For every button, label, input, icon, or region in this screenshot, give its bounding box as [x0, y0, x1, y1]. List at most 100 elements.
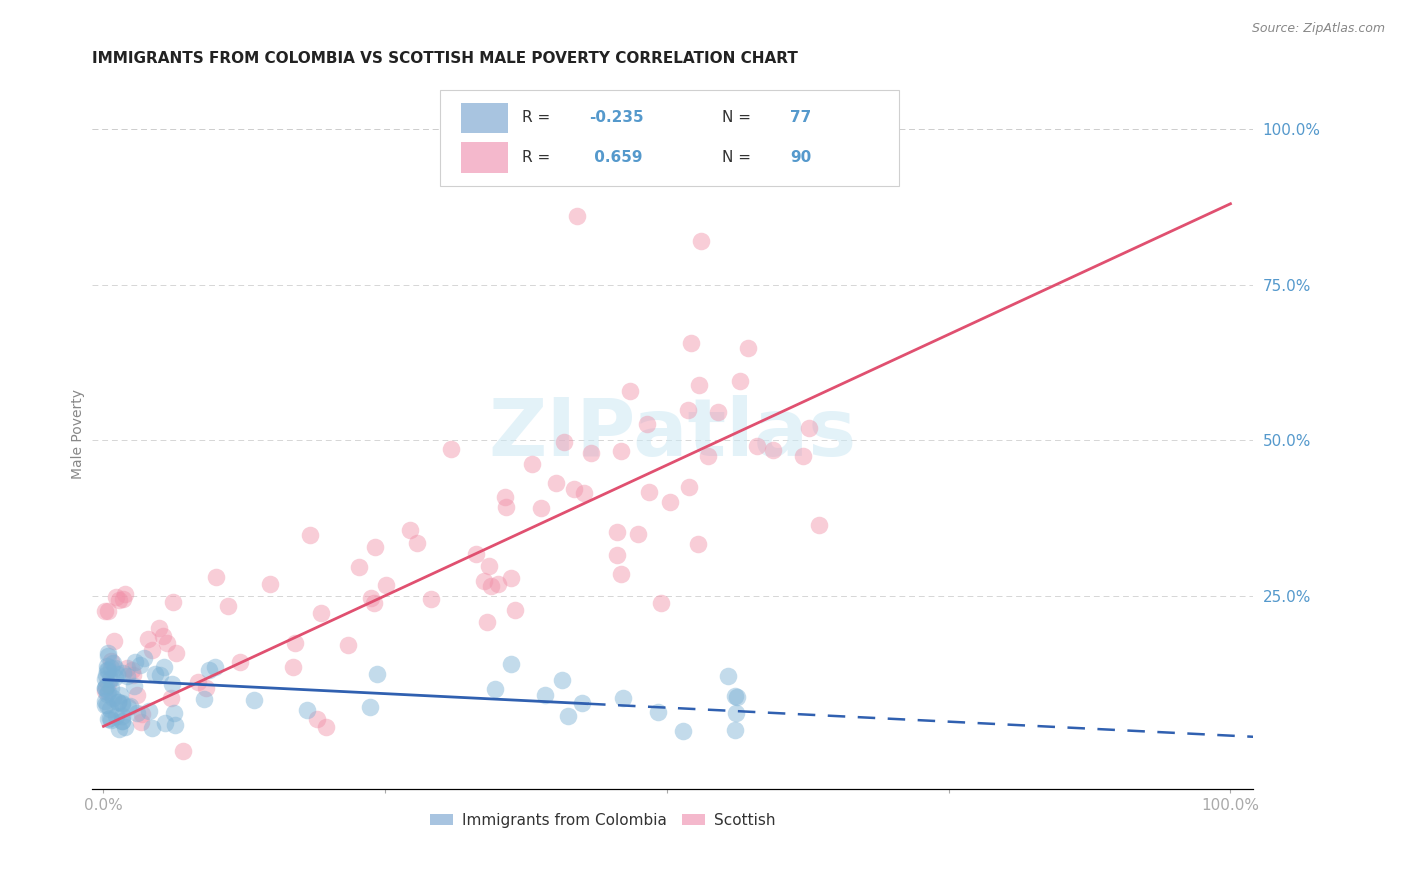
Point: [117, 700, 139, 714]
Point: [797, 421, 820, 435]
Text: 0.659: 0.659: [589, 150, 643, 165]
Point: [160, 691, 183, 706]
Point: [97, 648, 120, 663]
Point: [678, 403, 700, 417]
Point: [706, 405, 728, 419]
Point: [259, 576, 281, 591]
Point: [315, 720, 337, 734]
Point: [163, 718, 186, 732]
Point: [299, 527, 322, 541]
Point: [141, 643, 163, 657]
Point: [606, 525, 628, 540]
Point: [104, 660, 127, 674]
Point: [565, 209, 588, 223]
Point: [120, 698, 142, 713]
Point: [360, 591, 382, 606]
Point: [94, 668, 117, 682]
Point: [284, 635, 307, 649]
Point: [93, 693, 115, 707]
Point: [627, 527, 650, 541]
Point: [156, 635, 179, 649]
FancyBboxPatch shape: [461, 143, 508, 173]
Point: [122, 668, 145, 682]
Point: [439, 442, 461, 456]
Point: [96, 646, 118, 660]
Point: [141, 721, 163, 735]
Point: [97, 676, 120, 690]
Point: [107, 695, 129, 709]
Point: [484, 682, 506, 697]
Point: [792, 449, 814, 463]
Point: [105, 666, 128, 681]
Point: [131, 706, 153, 721]
Point: [243, 693, 266, 707]
Point: [295, 703, 318, 717]
Point: [486, 577, 509, 591]
Point: [96, 687, 118, 701]
Point: [101, 656, 124, 670]
Point: [495, 500, 517, 515]
Point: [122, 679, 145, 693]
Point: [610, 443, 633, 458]
Point: [96, 659, 118, 673]
Point: [606, 548, 628, 562]
Point: [97, 663, 120, 677]
Text: ZIPatlas: ZIPatlas: [488, 395, 856, 473]
Point: [619, 384, 641, 398]
Point: [363, 596, 385, 610]
Point: [111, 714, 134, 729]
Point: [612, 690, 634, 705]
Point: [96, 663, 118, 677]
Point: [363, 540, 385, 554]
Point: [114, 587, 136, 601]
Point: [172, 744, 194, 758]
Point: [111, 592, 134, 607]
Point: [97, 684, 120, 698]
Point: [111, 665, 134, 680]
Point: [100, 661, 122, 675]
Point: [108, 688, 131, 702]
Text: R =: R =: [522, 111, 555, 126]
Point: [149, 667, 172, 681]
Point: [530, 500, 553, 515]
Point: [98, 711, 121, 725]
Point: [305, 712, 328, 726]
Point: [114, 720, 136, 734]
Point: [97, 604, 120, 618]
Point: [551, 673, 574, 688]
Point: [129, 714, 152, 729]
Point: [494, 491, 516, 505]
Point: [111, 696, 134, 710]
Point: [163, 706, 186, 721]
Point: [659, 495, 682, 509]
Point: [228, 655, 250, 669]
Text: R =: R =: [522, 150, 555, 165]
Point: [689, 234, 711, 248]
Point: [100, 702, 122, 716]
Point: [128, 657, 150, 672]
Point: [143, 667, 166, 681]
Point: [138, 704, 160, 718]
Point: [100, 713, 122, 727]
Point: [638, 484, 661, 499]
Text: 90: 90: [790, 150, 811, 165]
Point: [728, 375, 751, 389]
Point: [93, 684, 115, 698]
Point: [499, 571, 522, 585]
Point: [481, 579, 503, 593]
Point: [111, 714, 134, 728]
Point: [406, 536, 429, 550]
Point: [104, 709, 127, 723]
Point: [148, 621, 170, 635]
Point: [420, 592, 443, 607]
Point: [724, 689, 747, 703]
Point: [283, 660, 305, 674]
Point: [745, 439, 768, 453]
Point: [125, 688, 148, 702]
Point: [198, 663, 221, 677]
Point: [564, 482, 586, 496]
Point: [195, 681, 218, 695]
Point: [572, 486, 595, 500]
Point: [93, 681, 115, 696]
Point: [111, 697, 134, 711]
